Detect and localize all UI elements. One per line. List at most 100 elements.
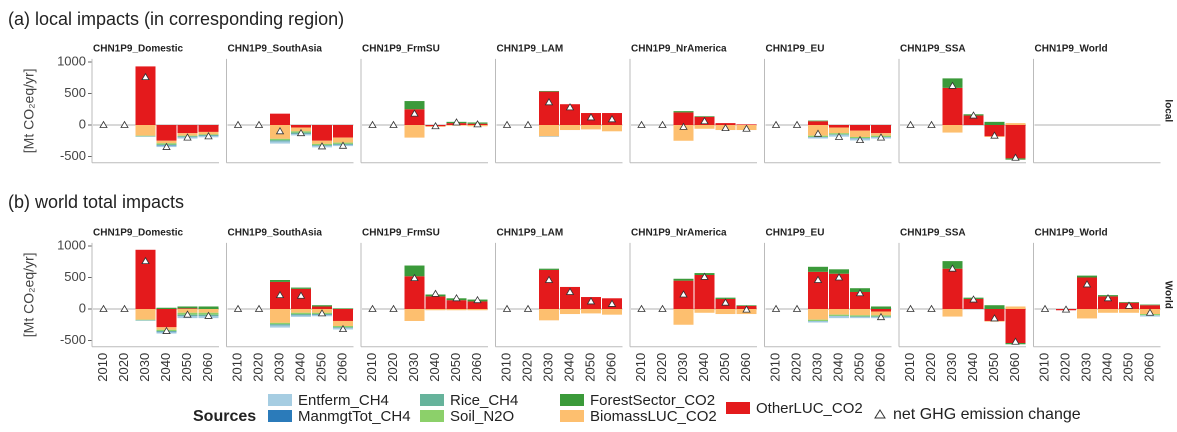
- x-tick-label: 2010: [229, 353, 244, 382]
- net-marker: [141, 72, 150, 81]
- y-tick-label: 1000: [57, 53, 86, 68]
- bar-segment: [1119, 309, 1139, 313]
- net-marker: [410, 109, 419, 117]
- x-tick-label: 2060: [1141, 353, 1156, 382]
- bar-segment: [404, 109, 425, 125]
- bar-segment: [808, 137, 828, 139]
- net-marker: [969, 111, 978, 119]
- bar-segment: [808, 120, 828, 122]
- net-marker: [834, 132, 844, 140]
- x-tick-label: 2060: [200, 353, 215, 382]
- net-marker: [389, 304, 398, 312]
- net-marker: [1145, 308, 1155, 316]
- panel-label: CHN1P9_FrmSU: [362, 227, 440, 238]
- bar-segment: [808, 309, 828, 320]
- x-tick-label: 2050: [448, 353, 463, 382]
- net-marker: [1082, 280, 1092, 288]
- bar-segment: [467, 301, 488, 309]
- net-marker: [700, 116, 709, 125]
- net-marker: [771, 120, 781, 128]
- bar-segment: [467, 309, 488, 311]
- panel-label: CHN1P9_World: [1035, 227, 1108, 238]
- bar-segment: [808, 271, 828, 309]
- net-marker: [792, 304, 802, 312]
- bar-segment: [1098, 309, 1118, 313]
- bar-segment: [135, 66, 156, 125]
- bar-segment: [291, 315, 311, 317]
- x-tick-label: 2060: [738, 353, 753, 382]
- y-tick-label: 500: [64, 85, 86, 100]
- panel-label: CHN1P9_EU: [766, 43, 825, 54]
- bar-segment: [1140, 315, 1160, 317]
- x-tick-label: 2060: [872, 353, 887, 382]
- bar-segment: [312, 306, 332, 309]
- net-marker: [204, 132, 213, 140]
- bar-segment: [581, 309, 601, 314]
- net-marker: [275, 127, 285, 135]
- bar-segment: [984, 121, 1005, 125]
- bar-segment: [871, 306, 891, 309]
- bar-segment: [871, 125, 891, 134]
- bar-segment: [673, 111, 694, 113]
- bar-segment: [715, 309, 736, 315]
- bar-segment: [177, 308, 198, 309]
- bar-segment: [984, 305, 1005, 309]
- bar-segment: [673, 309, 694, 325]
- bar-segment: [694, 309, 715, 313]
- net-marker: [906, 120, 915, 128]
- bar-segment: [539, 269, 559, 309]
- bar-segment: [829, 125, 849, 128]
- net-marker: [368, 304, 377, 312]
- net-marker: [452, 118, 461, 126]
- x-tick-label: 2010: [633, 353, 648, 382]
- bar-segment: [829, 127, 849, 134]
- net-marker: [183, 133, 192, 141]
- bar-segment: [694, 274, 715, 309]
- x-tick-label: 2060: [469, 353, 484, 382]
- bar-segment: [270, 140, 290, 142]
- net-marker: [1124, 301, 1134, 309]
- bar-segment: [156, 140, 177, 144]
- net-marker: [679, 290, 688, 298]
- bar-segment: [135, 135, 156, 137]
- bar-segment: [135, 320, 156, 321]
- x-tick-label: 2010: [1036, 353, 1051, 382]
- net-marker: [990, 131, 999, 139]
- net-marker: [502, 304, 512, 312]
- bar-segment: [333, 308, 353, 309]
- net-marker: [990, 314, 999, 322]
- net-marker: [813, 275, 823, 283]
- bar-segment: [404, 125, 425, 138]
- panel-label: CHN1P9_EU: [766, 227, 825, 238]
- bar-segment: [1077, 277, 1097, 309]
- net-marker: [523, 120, 533, 128]
- bar-segment: [963, 298, 984, 309]
- x-tick-label: 2040: [965, 353, 980, 382]
- bar-segment: [942, 125, 963, 133]
- net-marker: [742, 305, 751, 313]
- bar-segment: [404, 265, 425, 277]
- y-tick-label: 0: [79, 300, 86, 315]
- bar-segment: [829, 309, 849, 315]
- net-marker: [473, 295, 482, 304]
- legend-title: Sources: [193, 408, 256, 425]
- bar-segment: [539, 309, 559, 321]
- x-tick-label: 2040: [696, 353, 711, 382]
- bar-segment: [291, 288, 311, 309]
- panel-label: CHN1P9_SouthAsia: [228, 43, 323, 54]
- x-tick-label: 2040: [292, 353, 307, 382]
- legend-label: net GHG emission change: [893, 406, 1081, 423]
- x-tick-label: 2050: [313, 353, 328, 382]
- net-marker: [906, 304, 915, 312]
- legend-marker: [874, 409, 886, 419]
- net-marker: [141, 256, 150, 265]
- net-marker: [473, 120, 482, 128]
- bar-segment: [942, 87, 963, 125]
- bar-segment: [291, 312, 311, 315]
- net-marker: [1011, 337, 1020, 345]
- bar-segment: [446, 309, 467, 311]
- bar-segment: [808, 319, 828, 321]
- bar-segment: [404, 309, 425, 321]
- net-marker: [233, 304, 243, 312]
- bar-segment: [1005, 125, 1026, 159]
